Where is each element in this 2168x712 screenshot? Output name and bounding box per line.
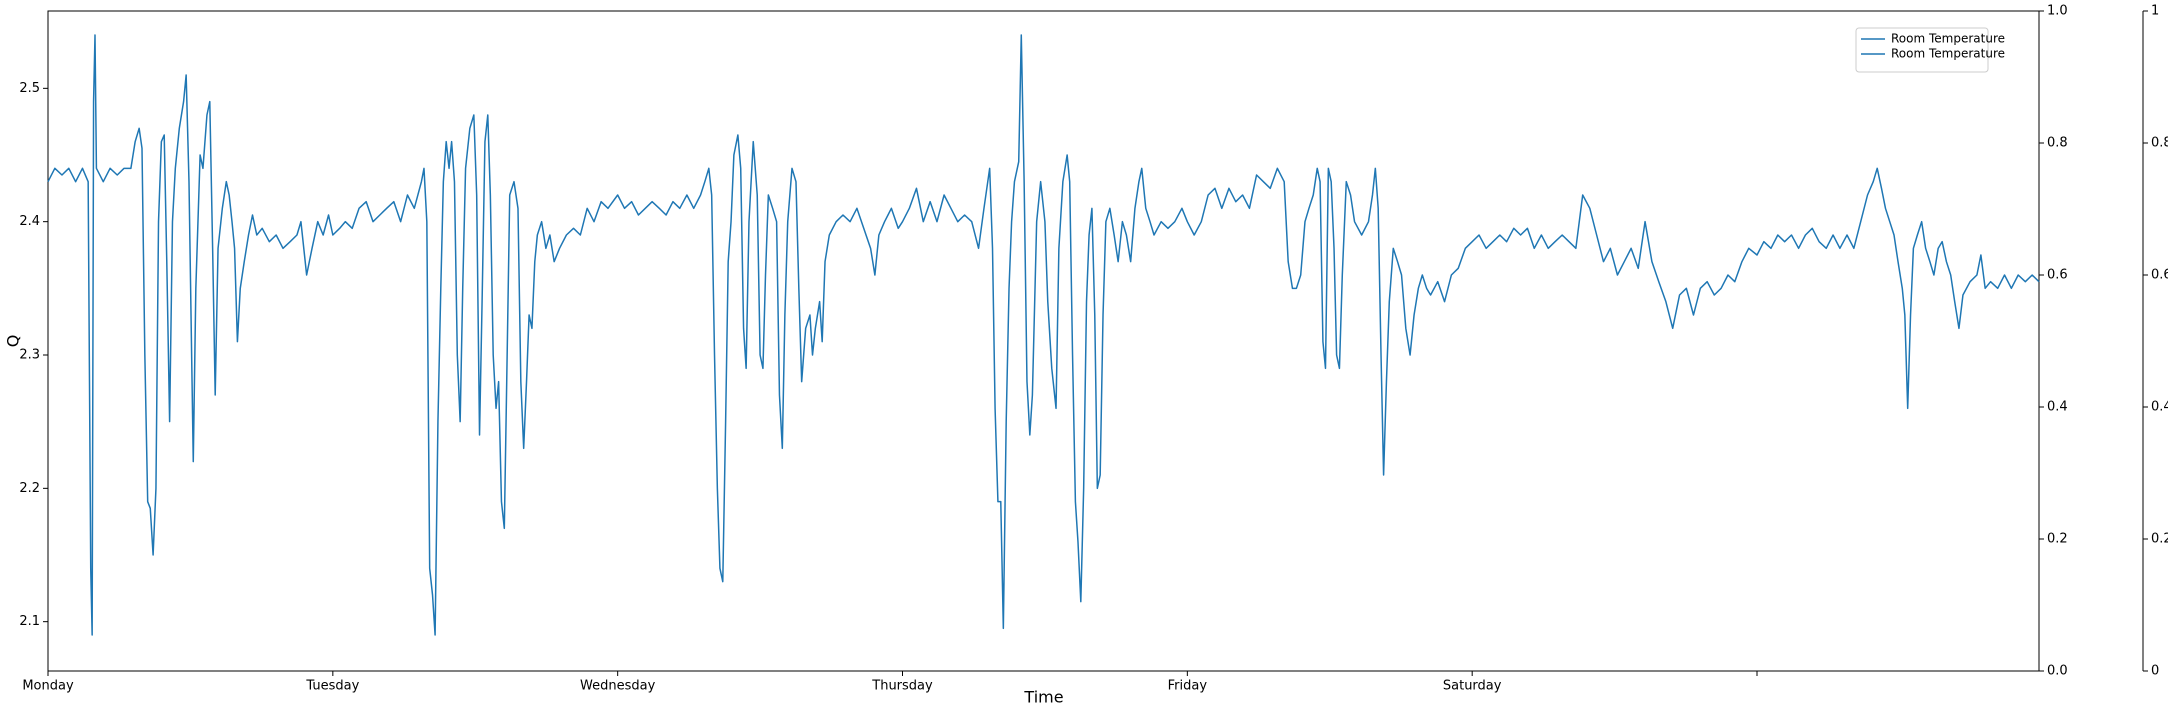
y-axis-label: Q: [4, 335, 23, 348]
x-tick-label: Saturday: [1443, 679, 1502, 694]
y3-tick-label: 0.8: [2151, 136, 2168, 151]
y3-tick-label: 0.6: [2151, 268, 2168, 283]
x-tick-label: Thursday: [871, 679, 933, 694]
y2-tick-label: 0.8: [2047, 136, 2068, 151]
x-tick-label: Monday: [22, 679, 74, 694]
x-tick-label: Wednesday: [580, 679, 656, 694]
y2-tick-label: 0.2: [2047, 532, 2068, 547]
y-tick-label: 2.4: [19, 214, 40, 229]
y2-tick-label: 0.4: [2047, 400, 2068, 415]
y-tick-label: 2.3: [19, 348, 40, 363]
y-tick-label: 2.1: [19, 614, 40, 629]
legend-label: Room Temperature: [1891, 32, 2005, 46]
x-tick-label: Tuesday: [305, 679, 359, 694]
y3-tick-label: 0: [2151, 664, 2159, 679]
legend-box: [1855, 27, 1989, 73]
y2-tick-label: 0.6: [2047, 268, 2068, 283]
y-tick-label: 2.5: [19, 81, 40, 96]
x-tick-label: Friday: [1168, 679, 1208, 694]
legend-label: Room Temperature: [1891, 47, 2005, 61]
x-axis-label: Time: [1023, 688, 1063, 707]
data-line: [47, 34, 2040, 636]
y3-tick-label: 1: [2151, 4, 2159, 19]
y2-tick-label: 0.0: [2047, 664, 2068, 679]
y3-tick-label: 0.4: [2151, 400, 2168, 415]
y-tick-label: 2.2: [19, 481, 40, 496]
y2-tick-label: 1.0: [2047, 4, 2068, 19]
y3-tick-label: 0.2: [2151, 532, 2168, 547]
plot-frame: [47, 10, 2040, 672]
